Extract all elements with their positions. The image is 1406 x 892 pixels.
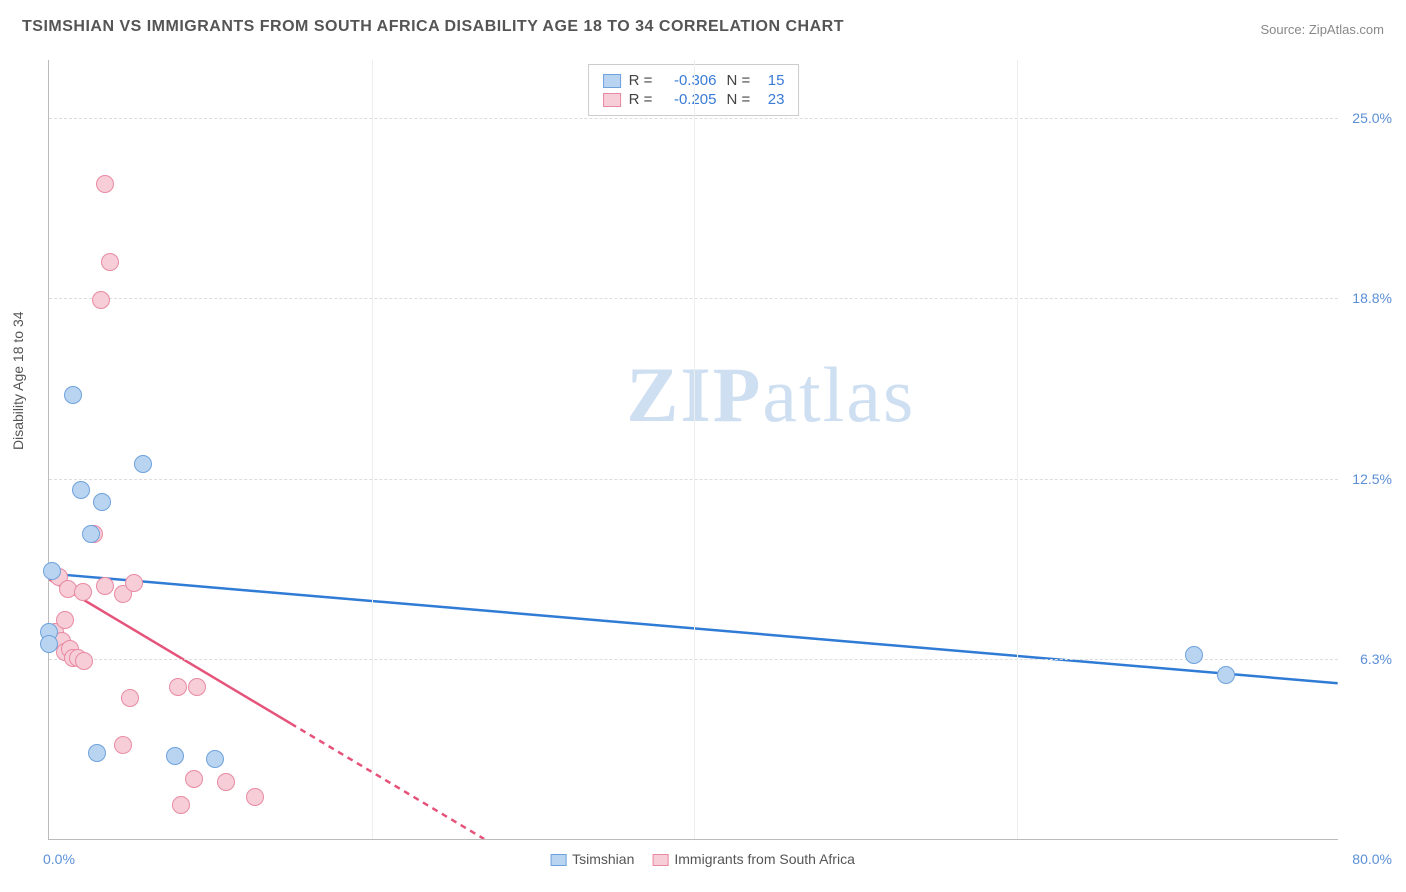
scatter-point <box>1217 666 1235 684</box>
y-axis-label: Disability Age 18 to 34 <box>10 311 26 450</box>
scatter-point <box>93 493 111 511</box>
scatter-point <box>125 574 143 592</box>
watermark-rest: atlas <box>762 351 915 438</box>
gridline-vertical <box>1017 60 1018 839</box>
chart-title: TSIMSHIAN VS IMMIGRANTS FROM SOUTH AFRIC… <box>22 18 844 36</box>
legend-r-label: R = <box>629 72 653 89</box>
scatter-point <box>92 291 110 309</box>
scatter-point <box>88 744 106 762</box>
legend-r-label: R = <box>629 91 653 108</box>
legend-swatch <box>652 854 668 866</box>
scatter-point <box>206 750 224 768</box>
source-label: Source: <box>1260 22 1308 37</box>
scatter-point <box>121 689 139 707</box>
legend-n-label: N = <box>727 72 751 89</box>
y-tick-label: 12.5% <box>1352 471 1392 487</box>
legend-n-label: N = <box>727 91 751 108</box>
scatter-point <box>172 796 190 814</box>
scatter-point <box>169 678 187 696</box>
scatter-point <box>43 562 61 580</box>
scatter-point <box>114 736 132 754</box>
x-axis-max-label: 80.0% <box>1352 851 1392 867</box>
scatter-point <box>82 525 100 543</box>
scatter-point <box>64 386 82 404</box>
x-axis-min-label: 0.0% <box>43 851 75 867</box>
y-tick-label: 6.3% <box>1360 651 1392 667</box>
scatter-point <box>72 481 90 499</box>
watermark: ZIPatlas <box>626 350 915 440</box>
gridline-vertical <box>372 60 373 839</box>
legend-n-value: 15 <box>754 72 784 89</box>
scatter-point <box>166 747 184 765</box>
scatter-point <box>246 788 264 806</box>
y-tick-label: 25.0% <box>1352 110 1392 126</box>
legend-r-value: -0.306 <box>657 72 717 89</box>
legend-swatch <box>603 74 621 88</box>
legend-series: Tsimshian Immigrants from South Africa <box>532 851 855 867</box>
scatter-point <box>217 773 235 791</box>
scatter-point <box>1185 646 1203 664</box>
scatter-point <box>96 175 114 193</box>
legend-swatch <box>550 854 566 866</box>
gridline-vertical <box>694 60 695 839</box>
scatter-point <box>96 577 114 595</box>
source-link[interactable]: ZipAtlas.com <box>1309 22 1384 37</box>
plot-area: ZIPatlas R = -0.306 N = 15 R = -0.205 N = 2… <box>48 60 1338 840</box>
scatter-point <box>188 678 206 696</box>
scatter-point <box>75 652 93 670</box>
scatter-point <box>101 253 119 271</box>
source-attribution: Source: ZipAtlas.com <box>1260 22 1384 37</box>
legend-n-value: 23 <box>754 91 784 108</box>
scatter-point <box>185 770 203 788</box>
scatter-point <box>74 583 92 601</box>
scatter-point <box>56 611 74 629</box>
scatter-point <box>40 635 58 653</box>
y-tick-label: 18.8% <box>1352 290 1392 306</box>
legend-series-name: Immigrants from South Africa <box>674 851 855 867</box>
legend-r-value: -0.205 <box>657 91 717 108</box>
legend-series-name: Tsimshian <box>572 851 634 867</box>
legend-swatch <box>603 93 621 107</box>
regression-line-dashed <box>291 724 484 839</box>
scatter-point <box>134 455 152 473</box>
